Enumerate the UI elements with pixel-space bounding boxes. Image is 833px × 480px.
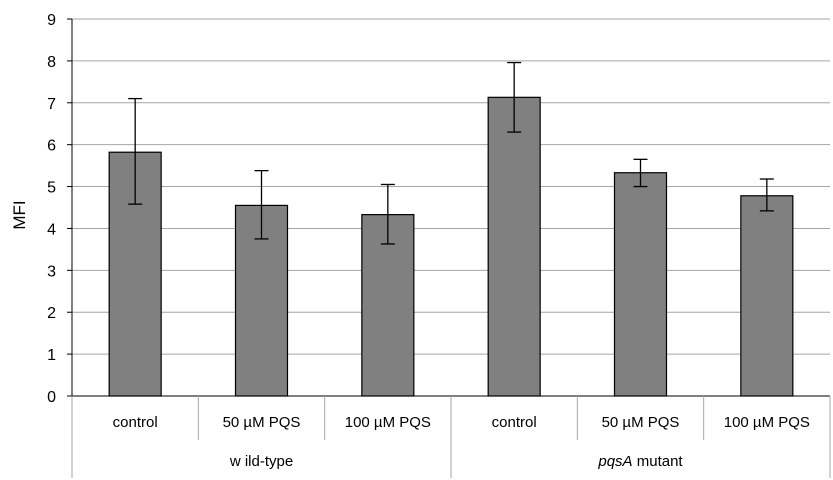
y-tick-label: 4 <box>47 221 56 238</box>
y-tick-label: 5 <box>47 180 56 197</box>
axes <box>67 18 831 478</box>
group-labels: w ild-type pqsA mutant <box>229 453 684 470</box>
y-tick-label: 1 <box>47 347 56 364</box>
bar <box>740 195 794 397</box>
group-label: pqsA mutant <box>597 453 683 470</box>
bar <box>487 96 541 397</box>
bar <box>613 172 668 397</box>
y-tick-label: 0 <box>47 389 56 406</box>
y-tick-label: 2 <box>47 305 56 322</box>
category-label: control <box>492 414 537 431</box>
category-labels: control 50 µM PQS 100 µM PQS control 50 µM P… <box>113 414 810 431</box>
bars <box>108 96 794 397</box>
y-tick-label: 6 <box>47 138 56 155</box>
error-bars <box>128 61 774 245</box>
y-axis-label: MFI <box>10 200 29 229</box>
group-label-rest: mutant <box>633 453 684 470</box>
y-tick-label: 9 <box>47 12 56 29</box>
category-label: 50 µM PQS <box>223 414 301 431</box>
y-tick-label: 3 <box>47 263 56 280</box>
category-label: 100 µM PQS <box>345 414 431 431</box>
y-tick-labels: 0 1 2 3 4 5 6 7 8 9 <box>47 12 56 406</box>
category-label: control <box>113 414 158 431</box>
group-label-italic: pqsA <box>597 453 632 470</box>
category-label: 100 µM PQS <box>724 414 810 431</box>
category-label: 50 µM PQS <box>602 414 680 431</box>
y-tick-label: 8 <box>47 54 56 71</box>
grid-lines <box>72 18 830 355</box>
y-tick-label: 7 <box>47 96 56 113</box>
group-label: w ild-type <box>229 453 293 470</box>
